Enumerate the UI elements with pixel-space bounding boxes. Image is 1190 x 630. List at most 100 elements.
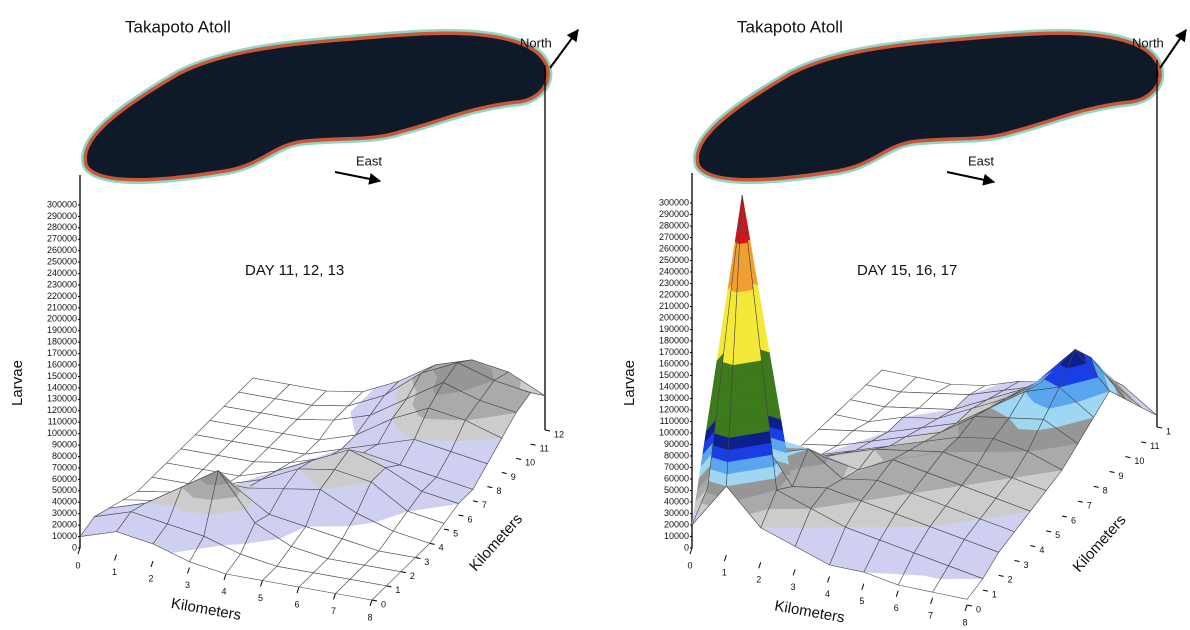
z-tick bbox=[530, 443, 536, 446]
z-tick bbox=[371, 599, 378, 602]
x-tick bbox=[689, 547, 693, 555]
x-tick bbox=[223, 573, 227, 581]
z-tick-label: 1 bbox=[992, 590, 997, 600]
z-tick bbox=[472, 500, 479, 503]
y-tick-label: 260000 bbox=[659, 243, 689, 253]
y-tick-label: 160000 bbox=[47, 359, 77, 369]
north-label: North bbox=[1132, 35, 1164, 50]
z-tick-label: 11 bbox=[540, 444, 549, 454]
x-axis-label: Kilometers bbox=[773, 597, 846, 626]
z-tick-label: 12 bbox=[554, 429, 564, 439]
z-tick bbox=[1109, 471, 1115, 473]
y-tick-label: 290000 bbox=[47, 211, 77, 221]
z-tick bbox=[1030, 545, 1036, 548]
x-tick-label: 8 bbox=[367, 612, 372, 622]
z-tick-label: 6 bbox=[1071, 515, 1076, 525]
z-tick bbox=[458, 514, 464, 517]
east-arrow bbox=[334, 171, 382, 185]
y-tick-label: 0 bbox=[684, 542, 689, 552]
atoll-image bbox=[87, 35, 546, 178]
y-tick-label: 100000 bbox=[47, 428, 77, 438]
x-tick-label: 7 bbox=[331, 606, 336, 616]
z-tick bbox=[487, 486, 493, 489]
y-tick-label: 300000 bbox=[47, 199, 77, 209]
subtitle: DAY 11, 12, 13 bbox=[245, 262, 344, 279]
y-tick-label: 30000 bbox=[52, 508, 77, 518]
x-tick-label: 2 bbox=[148, 573, 153, 583]
z-tick bbox=[998, 574, 1004, 577]
y-tick-label: 10000 bbox=[52, 531, 77, 541]
z-tick bbox=[982, 589, 988, 592]
y-tick-label: 100000 bbox=[659, 427, 689, 437]
z-tick bbox=[400, 571, 406, 574]
z-tick bbox=[501, 472, 507, 474]
z-tick bbox=[1061, 515, 1068, 518]
surface-cell bbox=[334, 579, 388, 601]
north-label: North bbox=[520, 35, 552, 50]
x-tick bbox=[260, 580, 263, 587]
y-tick-label: 240000 bbox=[659, 266, 689, 276]
z-axis-label: Kilometers bbox=[1070, 512, 1130, 576]
x-tick-label: 6 bbox=[294, 599, 299, 609]
z-tick bbox=[429, 542, 435, 545]
x-tick-label: 5 bbox=[258, 593, 263, 603]
x-tick bbox=[150, 560, 154, 568]
y-tick-label: 30000 bbox=[664, 508, 689, 518]
x-tick bbox=[187, 567, 190, 574]
y-tick-label: 40000 bbox=[52, 497, 77, 507]
y-axis-label: Larvae bbox=[621, 360, 638, 406]
east-label: East bbox=[356, 153, 382, 168]
x-tick bbox=[114, 554, 117, 561]
z-tick bbox=[1014, 560, 1020, 562]
y-tick-label: 200000 bbox=[47, 314, 77, 324]
x-tick-label: 3 bbox=[791, 582, 796, 592]
x-tick bbox=[369, 599, 373, 607]
z-tick bbox=[1156, 426, 1163, 429]
y-tick-label: 170000 bbox=[659, 347, 689, 357]
north-arrow bbox=[549, 29, 579, 69]
x-tick bbox=[895, 590, 899, 597]
z-tick-label: 8 bbox=[496, 486, 501, 496]
y-tick-label: 110000 bbox=[660, 416, 689, 426]
z-tick bbox=[1093, 485, 1099, 488]
east-arrow bbox=[946, 171, 996, 186]
y-tick-label: 80000 bbox=[52, 451, 77, 461]
y-tick-label: 160000 bbox=[659, 358, 689, 368]
z-tick-label: 1 bbox=[395, 585, 400, 595]
z-tick-label: 11 bbox=[1150, 441, 1159, 451]
y-tick-label: 140000 bbox=[659, 381, 689, 391]
z-tick-label: 5 bbox=[453, 529, 458, 539]
y-axis-label: Larvae bbox=[9, 360, 26, 406]
y-tick-label: 170000 bbox=[47, 348, 77, 358]
y-tick-label: 280000 bbox=[47, 222, 77, 232]
x-tick-label: 6 bbox=[894, 603, 899, 613]
z-tick bbox=[386, 585, 392, 588]
z-tick-label: 0 bbox=[381, 599, 386, 609]
z-tick-label: 4 bbox=[439, 543, 444, 553]
y-tick-label: 270000 bbox=[47, 234, 77, 244]
y-tick-label: 290000 bbox=[659, 209, 689, 219]
y-tick-label: 90000 bbox=[664, 439, 689, 449]
y-tick-label: 150000 bbox=[659, 370, 689, 380]
z-tick bbox=[966, 604, 973, 607]
y-tick-label: 280000 bbox=[659, 220, 689, 230]
x-tick-label: 4 bbox=[221, 586, 226, 596]
y-tick-label: 50000 bbox=[52, 485, 77, 495]
surface-band bbox=[738, 253, 751, 269]
x-tick-label: 5 bbox=[859, 596, 864, 606]
z-tick-label: 2 bbox=[1008, 575, 1013, 585]
z-tick-label: 6 bbox=[468, 514, 473, 524]
x-tick-label: 8 bbox=[962, 617, 967, 627]
y-tick-label: 190000 bbox=[659, 324, 689, 334]
y-tick-label: 130000 bbox=[47, 394, 77, 404]
z-tick bbox=[544, 429, 551, 432]
east-label: East bbox=[968, 153, 994, 168]
y-tick-label: 60000 bbox=[664, 473, 689, 483]
x-tick bbox=[758, 562, 762, 569]
y-tick-label: 40000 bbox=[664, 496, 689, 506]
z-tick-label: 0 bbox=[976, 604, 981, 614]
y-tick-label: 270000 bbox=[659, 232, 689, 242]
z-tick-label: 7 bbox=[1087, 501, 1092, 511]
x-tick-label: 3 bbox=[185, 580, 190, 590]
